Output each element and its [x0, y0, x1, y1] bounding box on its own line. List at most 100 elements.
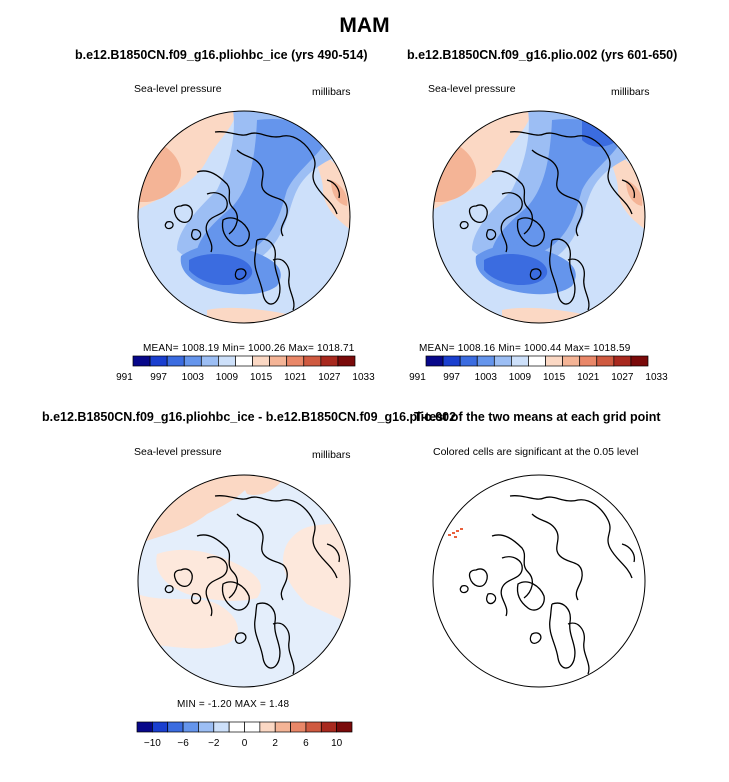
colorbar-box — [244, 721, 261, 733]
colorbar-tick-label: 1033 — [645, 372, 668, 383]
colorbar-box — [442, 355, 461, 367]
panel-2-map — [432, 110, 646, 324]
coastline — [500, 556, 523, 617]
colorbar-tick-label: 0 — [242, 738, 248, 749]
colorbar-box — [545, 355, 563, 367]
colorbar-box — [198, 721, 215, 733]
panel-1-colorbar: 991 997 1003 1009 1015 1021 1027 1033 — [116, 355, 375, 383]
coastline — [214, 495, 338, 579]
coastline — [254, 238, 281, 305]
coastline — [549, 238, 576, 305]
coastline — [254, 602, 281, 669]
panel-3-field-label: Sea-level pressure — [134, 446, 222, 458]
colorbar-tick-label: 1021 — [577, 372, 600, 383]
colorbar-box — [305, 721, 322, 733]
panel-4-note: Colored cells are significant at the 0.0… — [433, 446, 639, 458]
colorbar-box — [613, 355, 632, 367]
colorbar-tick-label: 997 — [443, 372, 460, 383]
colorbar-tick-label: 1027 — [611, 372, 634, 383]
colorbar-box — [320, 355, 339, 367]
colorbar-box — [320, 721, 337, 733]
colorbar-box — [290, 721, 307, 733]
colorbar-box — [528, 355, 546, 367]
coastline — [468, 568, 488, 588]
colorbar-tick-label: 1009 — [509, 372, 532, 383]
panel-2-field-label: Sea-level pressure — [428, 83, 516, 95]
coastline — [272, 258, 295, 311]
coastline — [531, 513, 583, 601]
coastline — [164, 220, 174, 230]
figure-title: MAM — [339, 14, 390, 37]
coastline — [214, 131, 338, 215]
coastline — [205, 556, 228, 617]
difference-positive-region — [156, 549, 261, 601]
coastline — [516, 217, 545, 247]
panel-2-stats: MEAN= 1008.16 Min= 1000.44 Max= 1018.59 — [419, 343, 631, 354]
coastline — [531, 149, 583, 237]
coastline — [500, 192, 523, 253]
colorbar-box — [136, 721, 153, 733]
colorbar-box — [166, 355, 185, 367]
coastline — [486, 592, 497, 605]
colorbar-tick-label: 1015 — [543, 372, 566, 383]
coastline — [509, 131, 633, 215]
coastline — [196, 170, 239, 235]
coastline — [491, 534, 534, 599]
significant-cell — [452, 532, 455, 534]
colorbar-tick-label: −2 — [208, 738, 220, 749]
colorbar-box — [562, 355, 581, 367]
colorbar-box — [459, 355, 478, 367]
colorbar-tick-label: 2 — [272, 738, 278, 749]
coastline — [236, 513, 288, 601]
coastline — [164, 584, 174, 594]
colorbar-box — [511, 355, 529, 367]
colorbar-tick-label: −10 — [144, 738, 161, 749]
coastline — [173, 204, 193, 224]
coastline — [486, 228, 497, 241]
colorbar-box — [596, 355, 615, 367]
colorbar-box — [269, 355, 288, 367]
colorbar-box — [286, 355, 305, 367]
map-border — [432, 110, 646, 324]
colorbar-tick-label: 1021 — [284, 372, 307, 383]
coastline — [459, 220, 469, 230]
colorbar-box — [235, 355, 253, 367]
panel-2-colorbar: 991 997 1003 1009 1015 1021 1027 1033 — [409, 355, 668, 383]
coastline — [491, 170, 534, 235]
coastline — [272, 622, 295, 675]
panel-3-title: b.e12.B1850CN.f09_g16.pliohbc_ice - b.e1… — [42, 410, 457, 424]
coastline — [468, 204, 488, 224]
panel-4-map — [432, 474, 646, 688]
colorbar-box — [476, 355, 495, 367]
colorbar-box — [303, 355, 322, 367]
coastline — [191, 592, 202, 605]
colorbar-tick-label: 1003 — [182, 372, 205, 383]
panel-2-units-label: millibars — [611, 86, 650, 98]
coastline — [236, 149, 288, 237]
panel-1-stats: MEAN= 1008.19 Min= 1000.26 Max= 1018.71 — [143, 343, 355, 354]
ttest-background — [433, 475, 645, 687]
colorbar-tick-label: 991 — [409, 372, 426, 383]
colorbar-box — [218, 355, 236, 367]
map-border — [137, 474, 351, 688]
panel-3-stats: MIN = -1.20 MAX = 1.48 — [177, 699, 290, 710]
map-border — [137, 110, 351, 324]
colorbar-tick-label: 997 — [150, 372, 167, 383]
coastline — [621, 179, 636, 199]
colorbar-box — [152, 721, 169, 733]
coastline — [173, 568, 193, 588]
significant-cell — [454, 536, 457, 538]
coastline — [529, 268, 542, 280]
coastline — [221, 217, 250, 247]
colorbar-tick-label: 6 — [303, 738, 309, 749]
panel-1-map — [137, 110, 351, 324]
colorbar-box — [132, 355, 151, 367]
colorbar-box — [274, 721, 291, 733]
colorbar-tick-label: 1027 — [318, 372, 341, 383]
colorbar-box — [228, 721, 245, 733]
colorbar-box — [200, 355, 219, 367]
colorbar-tick-label: 1033 — [352, 372, 375, 383]
colorbar-box — [425, 355, 444, 367]
coastline — [516, 581, 545, 611]
coastline — [326, 543, 341, 563]
